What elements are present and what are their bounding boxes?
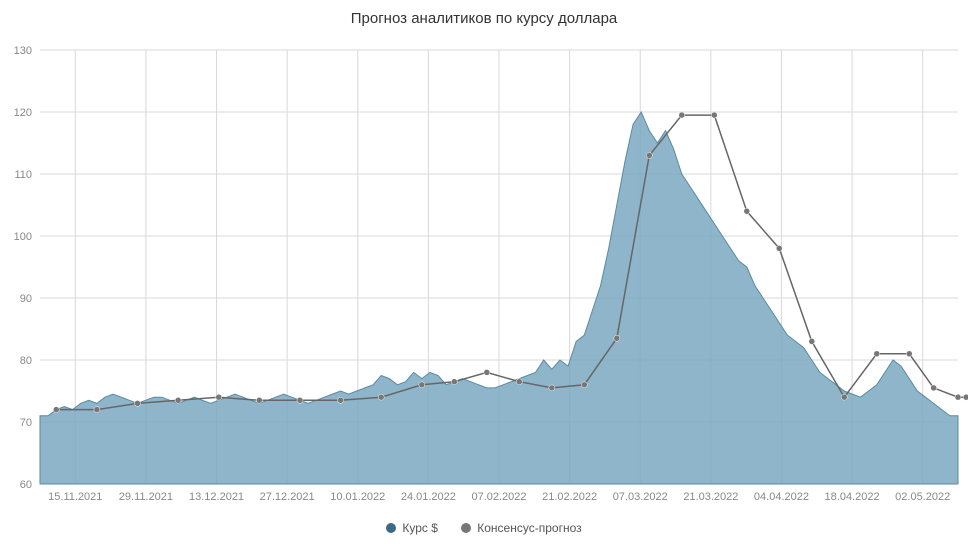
legend-label-area: Курс $ bbox=[402, 521, 438, 535]
svg-text:10.01.2022: 10.01.2022 bbox=[330, 491, 385, 503]
svg-text:70: 70 bbox=[20, 417, 32, 429]
svg-text:18.04.2022: 18.04.2022 bbox=[825, 491, 880, 503]
chart-container: Прогноз аналитиков по курсу доллара 6070… bbox=[0, 0, 968, 544]
chart-legend: Курс $ Консенсус-прогноз bbox=[0, 521, 968, 536]
legend-label-line: Консенсус-прогноз bbox=[477, 521, 581, 535]
svg-text:90: 90 bbox=[20, 293, 32, 305]
chart-svg: 60 70 80 90 100 110 120 130 15.11.2021 29.11.2021… bbox=[0, 0, 968, 544]
svg-text:120: 120 bbox=[14, 107, 32, 119]
legend-item-area: Курс $ bbox=[386, 521, 438, 535]
svg-text:60: 60 bbox=[20, 479, 32, 491]
svg-text:07.02.2022: 07.02.2022 bbox=[471, 491, 526, 503]
svg-text:80: 80 bbox=[20, 355, 32, 367]
legend-item-line: Консенсус-прогноз bbox=[461, 521, 581, 535]
svg-text:29.11.2021: 29.11.2021 bbox=[119, 491, 173, 503]
svg-text:24.01.2022: 24.01.2022 bbox=[401, 491, 456, 503]
svg-text:110: 110 bbox=[14, 169, 32, 181]
svg-text:21.03.2022: 21.03.2022 bbox=[683, 491, 738, 503]
svg-text:21.02.2022: 21.02.2022 bbox=[542, 491, 597, 503]
svg-text:130: 130 bbox=[14, 45, 32, 57]
svg-text:13.12.2021: 13.12.2021 bbox=[189, 491, 244, 503]
svg-text:04.04.2022: 04.04.2022 bbox=[754, 491, 809, 503]
svg-text:27.12.2021: 27.12.2021 bbox=[260, 491, 315, 503]
svg-text:15.11.2021: 15.11.2021 bbox=[48, 491, 102, 503]
legend-swatch-area bbox=[386, 523, 396, 533]
svg-text:07.03.2022: 07.03.2022 bbox=[613, 491, 668, 503]
legend-swatch-line bbox=[461, 523, 471, 533]
svg-text:02.05.2022: 02.05.2022 bbox=[895, 491, 950, 503]
svg-text:100: 100 bbox=[14, 231, 32, 243]
